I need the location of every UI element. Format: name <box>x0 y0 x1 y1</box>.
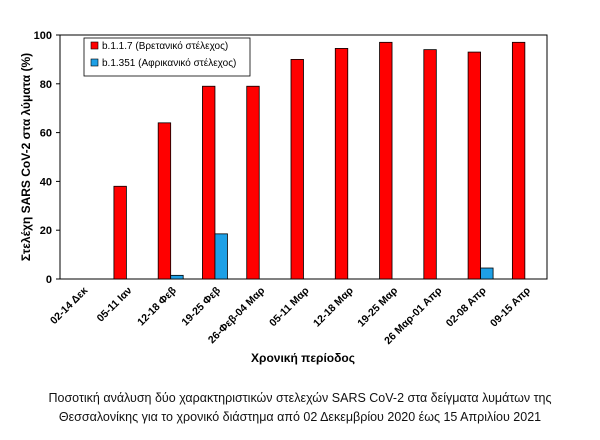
y-tick-label: 60 <box>40 128 52 140</box>
bar-b117 <box>113 185 127 280</box>
bar-b117 <box>511 41 526 280</box>
y-axis-title: Στελέχη SARS CoV-2 στα λύματα (%) <box>19 53 33 261</box>
x-tick-label: 09-15 Απρ <box>488 284 533 329</box>
bar-b117 <box>334 48 349 280</box>
legend-label: b.1.351 (Αφρικανικό στέλεχος) <box>102 57 236 69</box>
legend-swatch <box>90 58 99 67</box>
legend-swatch <box>90 41 99 50</box>
bar-b117 <box>467 51 481 280</box>
x-tick-label: 12-18 Μαρ <box>311 284 356 329</box>
x-tick-label: 19-25 Μαρ <box>355 284 400 329</box>
x-tick-label: 05-11 Ιαν <box>95 285 135 325</box>
bar-b117 <box>379 41 393 280</box>
x-tick-label: 02-14 Δεκ <box>48 285 90 327</box>
x-tick-label: 02-08 Απρ <box>444 284 489 329</box>
bar-b1351 <box>480 267 494 280</box>
bar-b117 <box>290 59 304 280</box>
y-tick-label: 80 <box>40 79 52 91</box>
y-tick-label: 0 <box>46 274 52 286</box>
y-tick-label: 20 <box>40 225 52 237</box>
bar-b1351 <box>214 233 228 280</box>
legend: b.1.1.7 (Βρετανικό στέλεχος) b.1.351 (Αφρ… <box>83 37 251 77</box>
x-tick-label: 05-11 Μαρ <box>267 284 312 329</box>
y-tick-label: 40 <box>40 176 52 188</box>
x-tick-label: 19-25 Φεβ <box>179 284 223 328</box>
strain-bar-chart: 0 20 40 60 80 100 02-14 Δεκ 05-11 Ιαν 12-18 Φεβ… <box>19 30 548 365</box>
bar-b117 <box>157 122 172 280</box>
y-axis: 0 20 40 60 80 100 <box>34 30 60 286</box>
y-tick-label: 100 <box>34 30 52 42</box>
bar-b117 <box>423 49 437 280</box>
x-tick-label: 12-18 Φεβ <box>135 284 179 328</box>
figure-caption-line-1: Ποσοτική ανάλυση δύο χαρακτηριστικών στε… <box>48 391 552 405</box>
figure-caption-line-2: Θεσσαλονίκης για το χρονικό διάστημα από… <box>58 410 542 424</box>
bar-b117 <box>202 85 216 280</box>
legend-box <box>83 37 251 77</box>
bar-b117 <box>246 85 260 280</box>
x-axis: 02-14 Δεκ 05-11 Ιαν 12-18 Φεβ 19-25 Φεβ26-Φ… <box>48 284 533 347</box>
legend-label: b.1.1.7 (Βρετανικό στέλεχος) <box>102 40 228 52</box>
bars <box>113 41 526 280</box>
bar-b1351 <box>170 274 184 280</box>
x-axis-title: Χρονική περίοδος <box>251 351 355 365</box>
